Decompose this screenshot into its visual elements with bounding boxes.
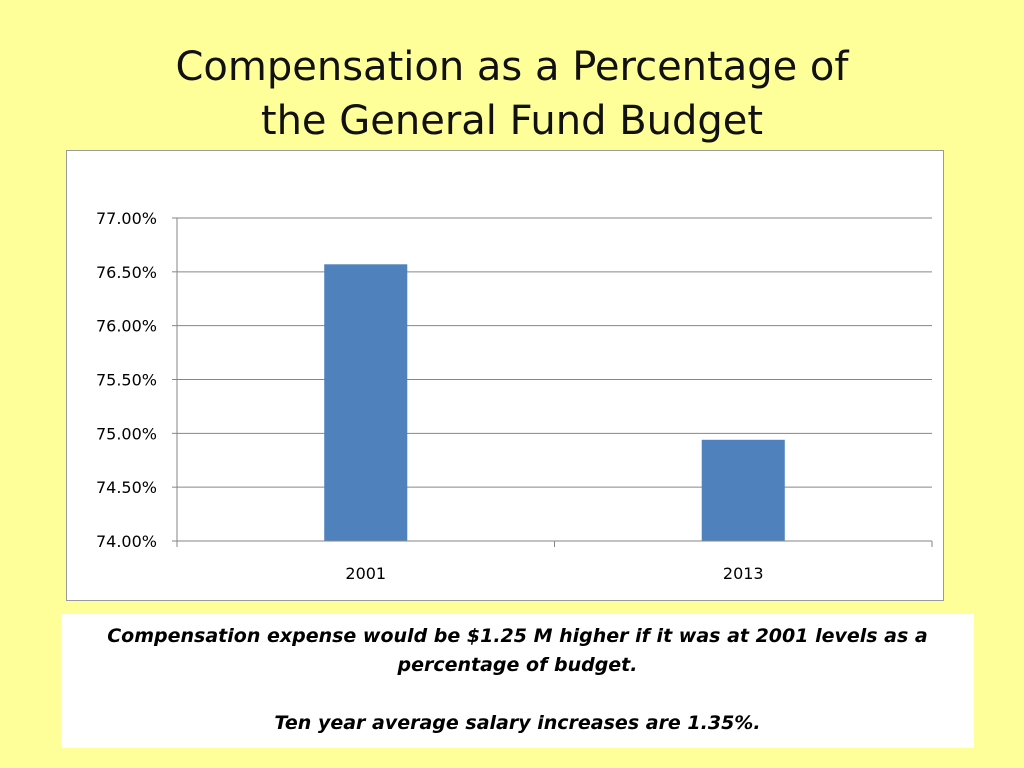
note-line-1: Compensation expense would be $1.25 M hi… <box>107 625 928 647</box>
bar-2001 <box>324 264 408 541</box>
note-line-3: Ten year average salary increases are 1.… <box>274 712 761 734</box>
gridlines <box>177 217 932 488</box>
slide-title: Compensation as a Percentage of the Gene… <box>0 40 1024 148</box>
y-tick-label: 74.50% <box>96 478 157 497</box>
y-tick-label: 77.00% <box>96 209 157 228</box>
x-axis-ticks: 2001 2013 <box>176 541 933 583</box>
y-tick-label: 75.50% <box>96 371 157 390</box>
y-tick-label: 76.50% <box>96 263 157 282</box>
bar-chart: 77.00% 76.50% 76.00% 75.50% 75.00% 74.50% 74.0… <box>96 209 933 583</box>
chart-frame: 77.00% 76.50% 76.00% 75.50% 75.00% 74.50% 74.0… <box>66 150 944 601</box>
y-axis-ticks: 77.00% 76.50% 76.00% 75.50% 75.00% 74.50% 74.0… <box>96 209 177 551</box>
bar-2013 <box>701 439 785 541</box>
note-line-2: percentage of budget. <box>397 654 638 676</box>
title-line-2: the General Fund Budget <box>260 98 764 144</box>
y-tick-label: 75.00% <box>96 424 157 443</box>
y-tick-label: 74.00% <box>96 532 157 551</box>
bars <box>324 264 785 541</box>
x-tick-label: 2013 <box>723 564 764 583</box>
x-tick-label: 2001 <box>345 564 386 583</box>
y-tick-label: 76.00% <box>96 317 157 336</box>
note-box: Compensation expense would be $1.25 M hi… <box>61 614 974 748</box>
title-line-1: Compensation as a Percentage of <box>175 44 849 90</box>
